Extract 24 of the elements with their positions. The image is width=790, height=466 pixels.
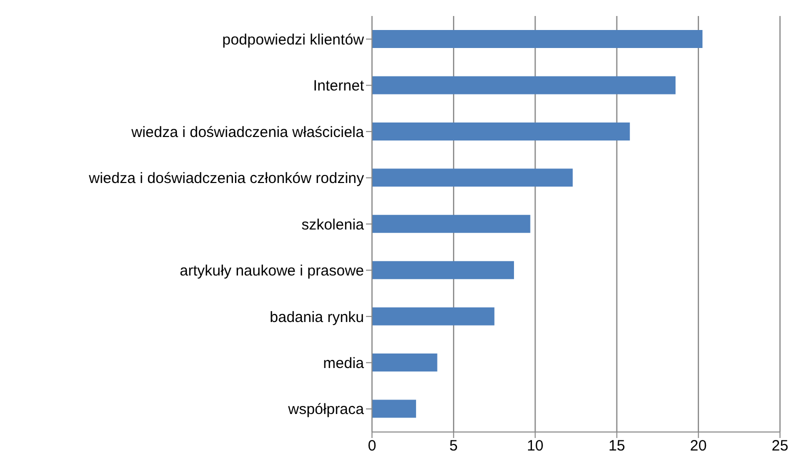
x-tick-label: 15 bbox=[608, 438, 626, 455]
bar bbox=[372, 122, 630, 140]
y-tick-label: współpraca bbox=[287, 401, 365, 418]
x-tick-label: 25 bbox=[772, 438, 788, 455]
y-tick-label: szkolenia bbox=[301, 216, 365, 234]
bar bbox=[372, 30, 702, 48]
x-tick-label: 10 bbox=[526, 438, 544, 455]
bar bbox=[372, 354, 438, 372]
y-tick-label: Internet bbox=[313, 78, 365, 95]
y-tick-label: podpowiedzi klientów bbox=[222, 31, 364, 48]
y-tick-label: wiedza i doświadczenia właściciela bbox=[130, 124, 365, 141]
x-tick-label: 20 bbox=[690, 438, 707, 455]
bar bbox=[372, 400, 416, 418]
bar bbox=[372, 307, 494, 326]
bar bbox=[372, 214, 530, 233]
y-tick-label: badania rynku bbox=[270, 308, 364, 326]
y-tick-label: wiedza i doświadczenia członków rodziny bbox=[88, 170, 364, 188]
y-tick-label: media bbox=[323, 354, 365, 372]
bar bbox=[372, 261, 514, 280]
y-tick-label: artykuły naukowe i prasowe bbox=[180, 262, 364, 280]
bar bbox=[372, 76, 676, 94]
bar bbox=[372, 168, 573, 187]
x-tick-label: 5 bbox=[449, 438, 458, 455]
x-tick-label: 0 bbox=[368, 438, 376, 455]
